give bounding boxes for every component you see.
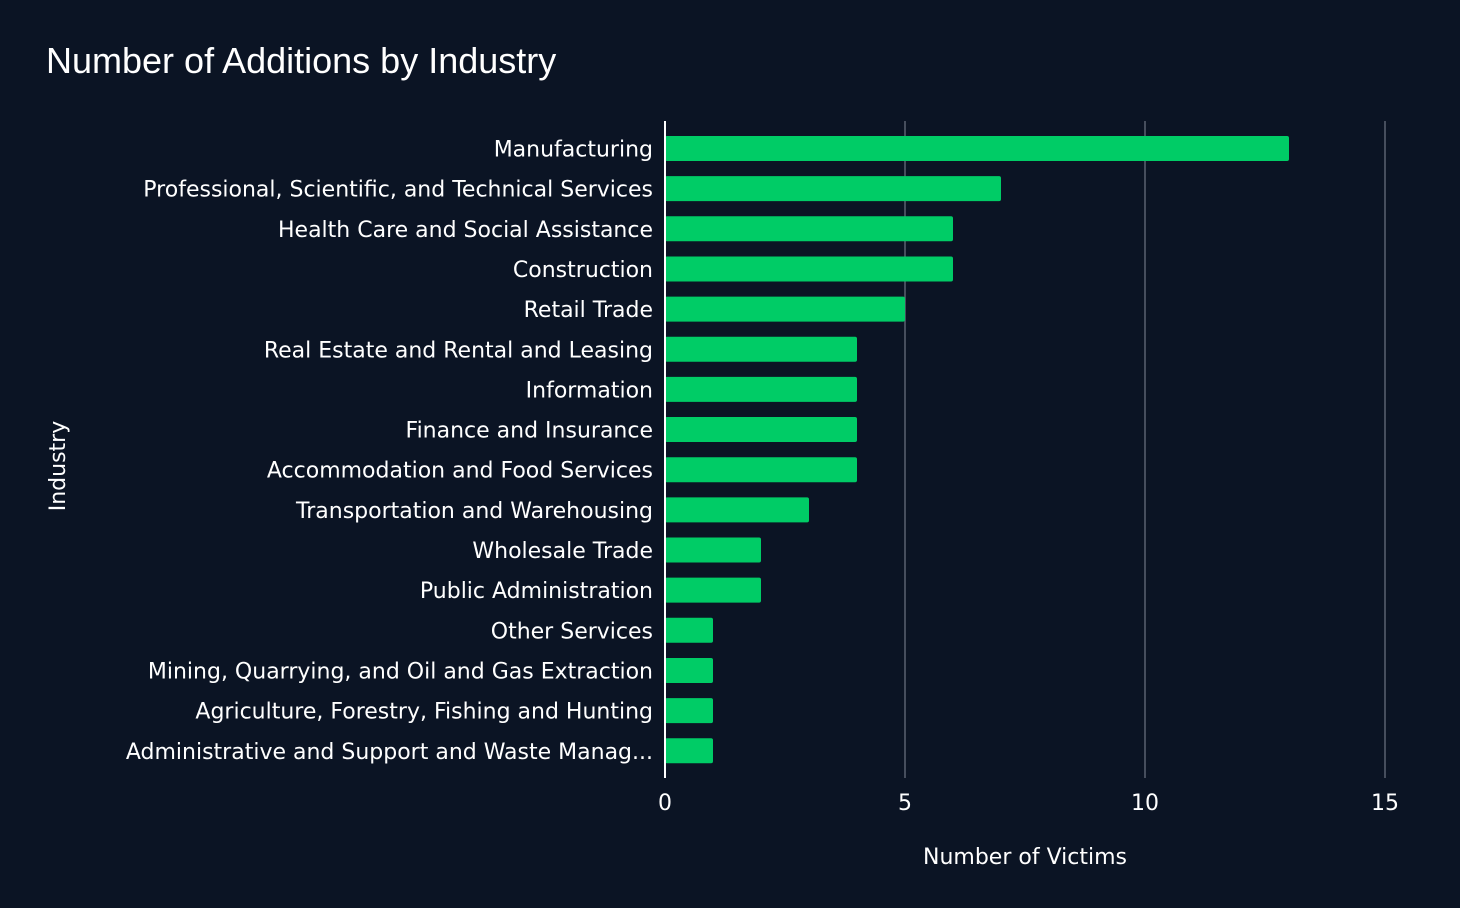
category-label-5: Real Estate and Rental and Leasing [264, 338, 653, 363]
category-label-15: Administrative and Support and Waste Man… [126, 740, 653, 765]
x-axis-title: Number of Victims [923, 845, 1127, 870]
category-label-3: Construction [513, 258, 653, 283]
grid-lines [904, 121, 1386, 778]
category-labels: Manufacturing Professional, Scientific, a… [126, 138, 653, 765]
bar-0[interactable] [665, 136, 1289, 161]
bar-12[interactable] [665, 617, 713, 643]
category-label-11: Public Administration [420, 579, 653, 604]
category-label-12: Other Services [491, 619, 653, 644]
bar-5[interactable] [665, 336, 857, 362]
category-label-1: Professional, Scientific, and Technical … [143, 178, 653, 203]
y-axis-title: Industry [46, 421, 71, 512]
bar-9[interactable] [665, 497, 809, 523]
category-label-10: Wholesale Trade [472, 539, 653, 564]
bar-2[interactable] [665, 216, 953, 242]
category-label-2: Health Care and Social Assistance [278, 218, 653, 243]
category-label-0: Manufacturing [494, 138, 653, 163]
x-tick-label-10: 10 [1131, 791, 1159, 816]
category-label-4: Retail Trade [524, 298, 653, 323]
category-label-14: Agriculture, Forestry, Fishing and Hunti… [195, 700, 653, 725]
category-label-13: Mining, Quarrying, and Oil and Gas Extra… [148, 659, 653, 684]
bar-7[interactable] [665, 417, 857, 443]
bar-11[interactable] [665, 577, 761, 603]
bar-13[interactable] [665, 657, 713, 683]
category-label-6: Information [526, 378, 653, 403]
category-label-8: Accommodation and Food Services [267, 459, 653, 484]
bar-4[interactable] [665, 296, 905, 322]
bar-6[interactable] [665, 376, 857, 402]
bar-8[interactable] [665, 457, 857, 483]
x-tick-label-0: 0 [658, 791, 672, 816]
bar-3[interactable] [665, 256, 953, 282]
x-tick-label-15: 15 [1371, 791, 1399, 816]
category-label-7: Finance and Insurance [406, 419, 653, 444]
category-label-9: Transportation and Warehousing [295, 499, 653, 524]
bars [665, 136, 1289, 764]
chart-title: Number of Additions by Industry [46, 40, 557, 81]
bar-1[interactable] [665, 176, 1001, 202]
bar-15[interactable] [665, 738, 713, 764]
x-tick-label-5: 5 [898, 791, 912, 816]
bar-14[interactable] [665, 698, 713, 724]
x-tick-labels: 0 5 10 15 [658, 791, 1399, 816]
bar-10[interactable] [665, 537, 761, 563]
